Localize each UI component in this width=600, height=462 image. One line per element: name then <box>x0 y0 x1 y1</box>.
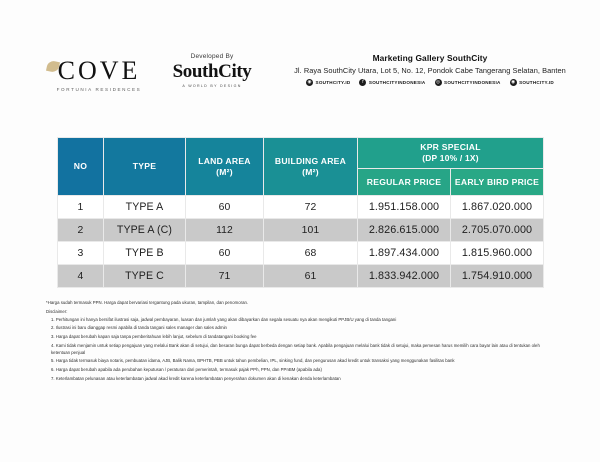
disclaimer-text: 1. Perhitungan ini hanya bersifat ilustr… <box>51 316 397 322</box>
list-item: 2. Ilustrasi ini baru dianggap resmi apa… <box>46 325 558 332</box>
globe-icon: ◉ <box>306 79 314 86</box>
cell-type: TYPE A (C) <box>103 218 186 242</box>
social-handle: SOUTHCITYINDONESIA <box>368 80 426 85</box>
cell-building-area: 101 <box>263 218 358 242</box>
table-row[interactable]: 3 TYPE B 60 68 1.897.434.000 1.815.960.0… <box>57 241 544 265</box>
table-row[interactable]: 4 TYPE C 71 61 1.833.942.000 1.754.910.0… <box>57 264 544 288</box>
cell-no: 3 <box>57 241 104 265</box>
building-area-unit: (M²) <box>302 166 319 177</box>
disclaimer-text: 7. Keterlambatan pelunasan atau keterlam… <box>51 376 341 382</box>
notes-section: *Harga sudah termasuk PPN. Harga dapat b… <box>46 300 558 385</box>
cell-early-bird-price: 1.867.020.000 <box>450 195 544 219</box>
column-header-regular-price: REGULAR PRICE <box>357 168 451 196</box>
column-header-type: TYPE <box>103 137 186 196</box>
disclaimer-list: 1. Perhitungan ini hanya bersifat ilustr… <box>46 317 558 383</box>
land-area-label: LAND AREA <box>198 155 251 166</box>
social-links: ◉ SOUTHCITY.ID f SOUTHCITYINDONESIA ◎ SO… <box>272 79 588 86</box>
cell-type: TYPE C <box>103 264 186 288</box>
cove-logo: COVE FORTUNIA RESIDENCES <box>0 52 152 92</box>
land-area-unit: (M²) <box>216 166 233 177</box>
cell-type: TYPE A <box>103 195 186 219</box>
cell-land-area: 112 <box>185 218 264 242</box>
list-item: 6. Harga dapat berubah apabila ada perub… <box>46 367 558 374</box>
cell-regular-price: 1.951.158.000 <box>357 195 451 219</box>
cell-land-area: 60 <box>185 241 264 265</box>
disclaimer-text: 4. Kami tidak menjamin untuk setiap peng… <box>51 343 540 355</box>
cell-early-bird-price: 1.754.910.000 <box>450 264 544 288</box>
cell-building-area: 68 <box>263 241 358 265</box>
social-handle: SOUTHCITY.ID <box>519 80 554 85</box>
cell-early-bird-price: 1.815.960.000 <box>450 241 544 265</box>
tiktok-icon: ◉ <box>509 79 517 86</box>
price-note: *Harga sudah termasuk PPN. Harga dapat b… <box>46 300 249 305</box>
social-link-tiktok[interactable]: ◉ SOUTHCITY.ID <box>509 79 554 86</box>
instagram-icon: ◎ <box>434 79 442 86</box>
table-body: 1 TYPE A 60 72 1.951.158.000 1.867.020.0… <box>57 195 544 288</box>
southcity-wordmark: SouthCity <box>172 61 252 82</box>
social-handle: SOUTHCITYINDONESIA <box>444 80 501 85</box>
disclaimer-text: 5. Harga tidak termasuk biaya notaris, p… <box>51 358 455 364</box>
disclaimer-text: 3. Harga dapat berubah kapan saja tanpa … <box>51 334 257 340</box>
pricing-table: NO TYPE LAND AREA (M²) BUILDING AREA (M²… <box>57 137 544 288</box>
list-item: 4. Kami tidak menjamin untuk setiap peng… <box>46 343 558 356</box>
cell-land-area: 60 <box>185 195 264 219</box>
cell-regular-price: 1.897.434.000 <box>357 241 451 265</box>
table-row[interactable]: 2 TYPE A (C) 112 101 2.826.615.000 2.705… <box>57 218 544 242</box>
column-header-no: NO <box>57 137 104 196</box>
cove-subtitle: FORTUNIA RESIDENCES <box>56 87 142 92</box>
cell-building-area: 72 <box>263 195 358 219</box>
list-item: 5. Harga tidak termasuk biaya notaris, p… <box>46 358 558 365</box>
pricing-table-wrapper: NO TYPE LAND AREA (M²) BUILDING AREA (M²… <box>57 137 544 288</box>
column-header-early-bird-price: EARLY BIRD PRICE <box>450 168 544 196</box>
header-brand-bar: COVE FORTUNIA RESIDENCES Developed By So… <box>0 52 600 114</box>
disclaimer-text: 6. Harga dapat berubah apabila ada perub… <box>51 367 322 373</box>
social-link-facebook[interactable]: f SOUTHCITYINDONESIA <box>359 79 425 86</box>
marketing-gallery-info: Marketing Gallery SouthCity Jl. Raya Sou… <box>272 52 600 86</box>
cell-regular-price: 2.826.615.000 <box>357 218 451 242</box>
list-item: 1. Perhitungan ini hanya bersifat ilustr… <box>46 317 558 324</box>
developer-logo: Developed By SouthCity A WORLD BY DESIGN <box>152 52 272 88</box>
column-header-kpr-special: KPR SPECIAL (DP 10% / 1X) <box>357 137 544 169</box>
disclaimer-label: Disclaimer: <box>46 308 68 314</box>
table-row[interactable]: 1 TYPE A 60 72 1.951.158.000 1.867.020.0… <box>57 195 544 219</box>
column-header-land-area: LAND AREA (M²) <box>185 137 264 196</box>
list-item: 7. Keterlambatan pelunasan atau keterlam… <box>46 376 558 383</box>
building-area-label: BUILDING AREA <box>274 155 347 166</box>
cell-type: TYPE B <box>103 241 186 265</box>
social-handle: SOUTHCITY.ID <box>315 80 351 85</box>
cove-wordmark: COVE <box>57 56 141 85</box>
list-item: 3. Harga dapat berubah kapan saja tanpa … <box>46 334 558 341</box>
cell-regular-price: 1.833.942.000 <box>357 264 451 288</box>
facebook-icon: f <box>359 79 367 86</box>
southcity-tagline: A WORLD BY DESIGN <box>182 84 242 88</box>
kpr-sublabel: (DP 10% / 1X) <box>422 153 479 164</box>
cell-no: 4 <box>57 264 104 288</box>
gallery-title: Marketing Gallery SouthCity <box>372 53 488 63</box>
cell-building-area: 61 <box>263 264 358 288</box>
cell-land-area: 71 <box>185 264 264 288</box>
table-header: NO TYPE LAND AREA (M²) BUILDING AREA (M²… <box>57 137 544 196</box>
cell-early-bird-price: 2.705.070.000 <box>450 218 544 242</box>
social-link-instagram[interactable]: ◎ SOUTHCITYINDONESIA <box>434 79 501 86</box>
column-header-building-area: BUILDING AREA (M²) <box>263 137 358 196</box>
kpr-label: KPR SPECIAL <box>420 142 481 153</box>
cell-no: 2 <box>57 218 104 242</box>
gallery-address: Jl. Raya SouthCity Utara, Lot 5, No. 12,… <box>294 66 566 75</box>
cell-no: 1 <box>57 195 104 219</box>
social-link-website[interactable]: ◉ SOUTHCITY.ID <box>306 79 350 86</box>
disclaimer-text: 2. Ilustrasi ini baru dianggap resmi apa… <box>51 325 227 331</box>
developed-by-label: Developed By <box>190 53 234 60</box>
